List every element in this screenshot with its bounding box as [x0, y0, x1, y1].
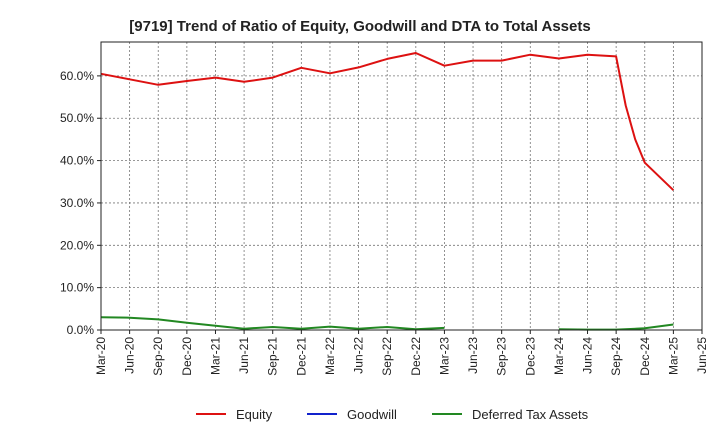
x-tick-label: Dec-20 [180, 337, 194, 376]
x-tick-label: Sep-22 [380, 337, 394, 376]
x-tick-label: Dec-22 [409, 337, 423, 376]
x-tick-label: Mar-21 [208, 337, 222, 375]
y-tick-label: 10.0% [60, 281, 94, 295]
x-tick-label: Jun-22 [352, 337, 366, 374]
x-tick-label: Jun-25 [695, 337, 709, 374]
x-tick-label: Mar-25 [666, 337, 680, 375]
x-tick-label: Dec-24 [638, 337, 652, 376]
x-tick-label: Mar-20 [94, 337, 108, 375]
x-tick-label: Sep-20 [151, 337, 165, 376]
x-tick-label: Sep-23 [495, 337, 509, 376]
x-tick-label: Mar-24 [552, 337, 566, 375]
x-tick-label: Jun-20 [123, 337, 137, 374]
y-tick-label: 20.0% [60, 238, 94, 252]
series-line-deferred-tax-assets [100, 316, 445, 331]
y-tick-label: 60.0% [60, 69, 94, 83]
y-tick-label: 50.0% [60, 111, 94, 125]
legend-label-equity: Equity [236, 407, 273, 422]
y-tick-label: 30.0% [60, 196, 94, 210]
x-tick-label: Jun-21 [237, 337, 251, 374]
plot-area [100, 41, 703, 331]
x-tick-label: Jun-24 [581, 337, 595, 374]
series-line-equity [100, 52, 675, 191]
grid-layer [101, 42, 702, 330]
y-axis: 0.0% 10.0% 20.0% 30.0% 40.0% 50.0% 60.0% [60, 69, 101, 337]
x-tick-label: Dec-21 [294, 337, 308, 376]
legend-label-deferred-tax-assets: Deferred Tax Assets [472, 407, 589, 422]
y-tick-label: 40.0% [60, 154, 94, 168]
x-axis: Mar-20 Jun-20 Sep-20 Dec-20 Mar-21 Jun-21 Sep-… [94, 330, 709, 376]
x-tick-label: Jun-23 [466, 337, 480, 374]
x-tick-label: Dec-23 [523, 337, 537, 376]
x-tick-label: Sep-21 [266, 337, 280, 376]
x-tick-label: Mar-22 [323, 337, 337, 375]
y-tick-label: 0.0% [67, 323, 95, 337]
x-tick-label: Sep-24 [609, 337, 623, 376]
x-tick-label: Mar-23 [437, 337, 451, 375]
chart-title: [9719] Trend of Ratio of Equity, Goodwil… [129, 18, 590, 35]
legend: Equity Goodwill Deferred Tax Assets [196, 407, 589, 422]
legend-label-goodwill: Goodwill [347, 407, 397, 422]
